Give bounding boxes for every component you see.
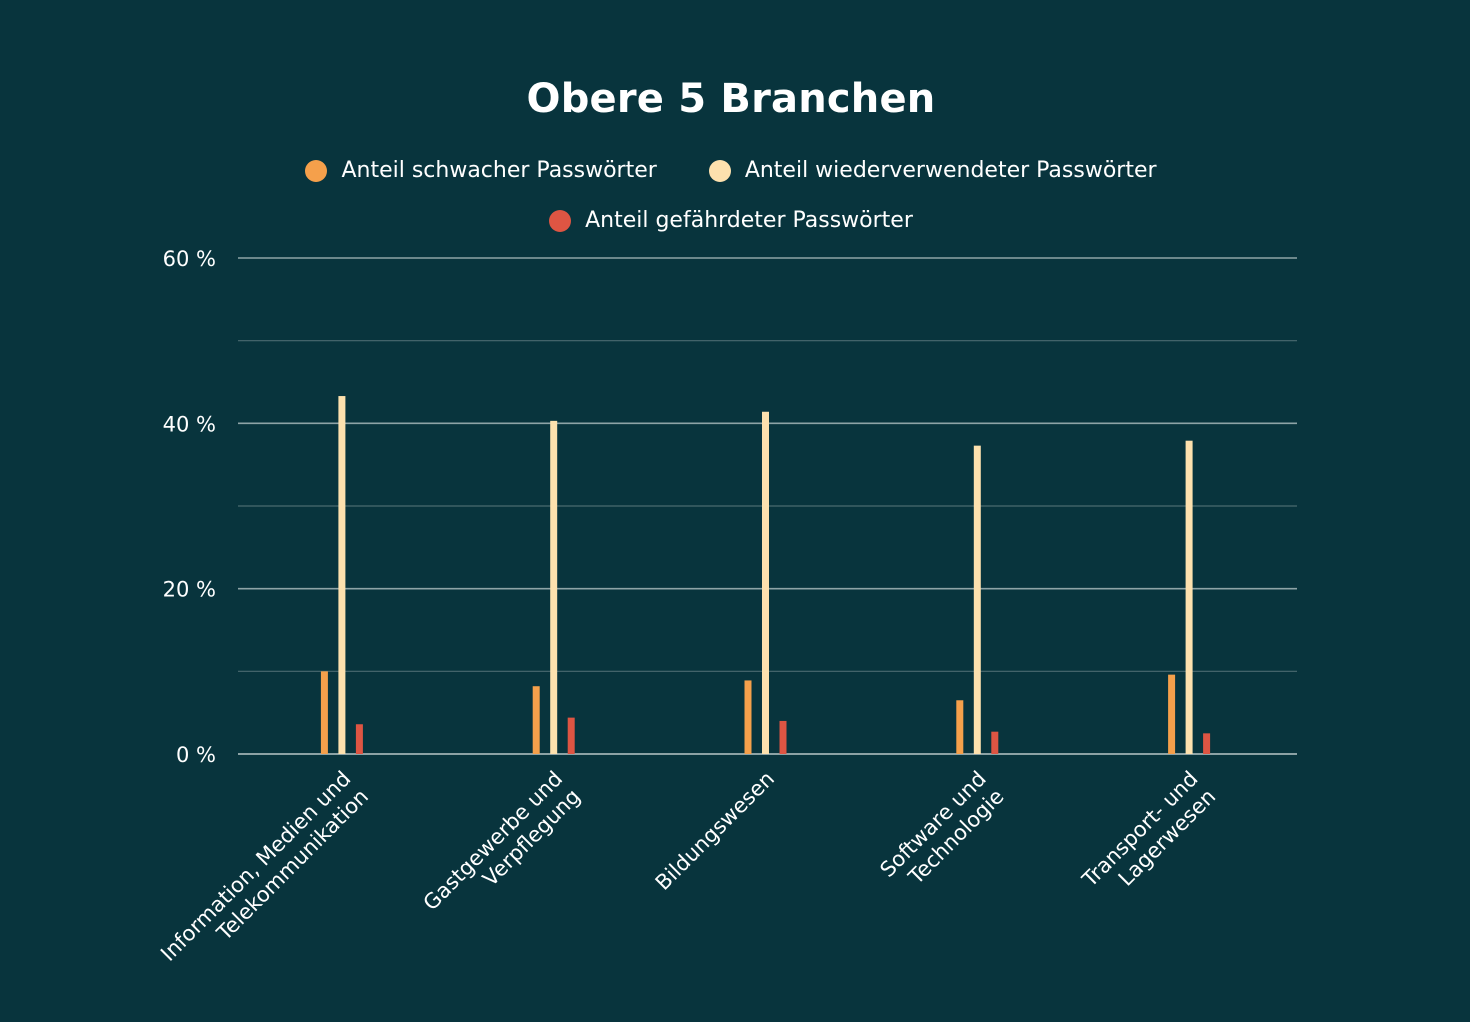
y-axis-ticks: 0 % 20 % 40 % 60 %: [163, 247, 216, 767]
legend-row: Anteil gefährdeter Passwörter: [0, 206, 1462, 236]
legend-marker-reused: [708, 160, 731, 182]
x-tick-label-group: Bildungswesen: [651, 767, 779, 895]
bar-compromised-2: [567, 717, 575, 754]
bar-weak-5: [1168, 674, 1176, 754]
bar-reused-1: [338, 396, 346, 754]
bar-reused-4: [973, 445, 981, 754]
legend-item-weak: Anteil schwacher Passwörter: [305, 156, 657, 186]
x-tick-label: Information, Medien und: [156, 767, 355, 966]
bar-weak-2: [532, 686, 540, 754]
x-tick-label: Telekommunikation: [212, 784, 374, 946]
bar-compromised-4: [991, 731, 999, 754]
legend-label-reused: Anteil wiederverwendeter Passwörter: [744, 158, 1157, 183]
y-tick-label: 0 %: [176, 743, 216, 767]
legend-label-weak: Anteil schwacher Passwörter: [341, 158, 657, 183]
bar-reused-3: [762, 411, 769, 754]
legend-marker-compromised: [549, 210, 572, 232]
bar-compromised-1: [355, 724, 363, 754]
legend-label-compromised: Anteil gefährdeter Passwörter: [585, 208, 913, 233]
y-tick-label: 20 %: [163, 578, 216, 602]
legend-item-compromised: Anteil gefährdeter Passwörter: [549, 206, 913, 236]
x-axis-labels: Information, Medien undTelekommunikation…: [156, 767, 1220, 966]
bar-compromised-5: [1203, 733, 1211, 754]
legend-marker-weak: [305, 160, 328, 182]
bar-weak-1: [320, 671, 328, 754]
bars-layer: [320, 396, 1211, 754]
bar-weak-4: [956, 700, 964, 754]
legend-row: Anteil schwacher Passwörter Anteil wiede…: [0, 156, 1462, 186]
y-tick-label: 60 %: [163, 247, 216, 271]
bar-compromised-3: [779, 720, 787, 754]
y-tick-label: 40 %: [163, 412, 216, 436]
chart-title: Obere 5 Branchen: [526, 76, 936, 122]
bar-reused-5: [1185, 440, 1193, 754]
bar-weak-3: [744, 680, 752, 754]
x-tick-label: Bildungswesen: [651, 767, 779, 895]
legend-item-reused: Anteil wiederverwendeter Passwörter: [708, 156, 1157, 186]
bar-reused-2: [550, 420, 558, 754]
